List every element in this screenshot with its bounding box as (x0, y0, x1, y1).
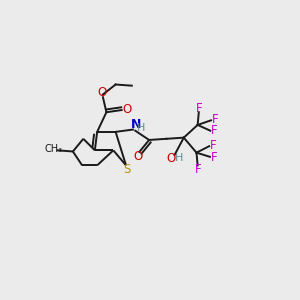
Text: O: O (133, 150, 142, 163)
Text: F: F (211, 151, 218, 164)
Text: O: O (97, 85, 106, 99)
Text: F: F (210, 140, 216, 152)
Text: O: O (167, 152, 176, 165)
Text: H: H (136, 123, 145, 133)
Text: F: F (196, 102, 202, 115)
Text: H: H (175, 153, 183, 163)
Text: O: O (122, 103, 131, 116)
Text: F: F (195, 163, 201, 176)
Text: N: N (130, 118, 141, 131)
Text: F: F (212, 113, 218, 126)
Text: F: F (211, 124, 218, 137)
Text: CH₃: CH₃ (44, 144, 62, 154)
Text: S: S (124, 163, 131, 176)
